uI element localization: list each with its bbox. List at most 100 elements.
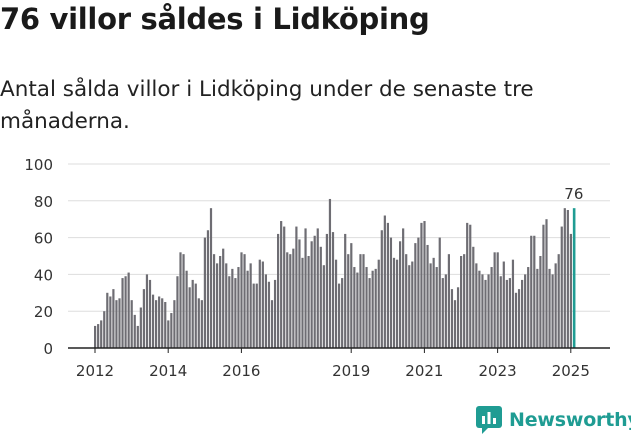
y-tick-label: 0 <box>43 340 53 358</box>
bar <box>493 252 496 348</box>
bar <box>432 257 435 348</box>
x-tick-label: 2019 <box>332 362 370 380</box>
bar <box>94 325 97 348</box>
bar <box>148 279 152 348</box>
bar <box>121 278 124 348</box>
bar <box>179 252 182 348</box>
bar <box>560 226 563 348</box>
bar <box>548 268 551 348</box>
bar <box>530 235 533 348</box>
bar <box>264 274 267 348</box>
bar <box>188 287 191 348</box>
bar <box>536 268 539 348</box>
bar <box>246 270 249 348</box>
bar <box>277 233 280 348</box>
bar <box>255 283 258 348</box>
bar <box>402 228 405 348</box>
x-tick-label: 2025 <box>552 362 590 380</box>
bar <box>130 300 133 348</box>
bar <box>521 279 524 348</box>
bar <box>444 274 447 348</box>
bar <box>97 324 100 348</box>
bar <box>487 274 490 348</box>
brand-name: Newsworthy <box>509 409 631 431</box>
bar <box>231 268 234 348</box>
bar <box>533 235 536 348</box>
bar <box>450 289 454 348</box>
bar <box>527 267 530 348</box>
bar <box>267 281 271 348</box>
bar <box>209 208 213 348</box>
bar <box>441 278 444 348</box>
bar <box>194 283 197 348</box>
bar <box>206 230 210 348</box>
bar <box>112 289 115 348</box>
bar <box>258 259 261 348</box>
bar <box>514 292 518 348</box>
chart-title: 76 villor såldes i Lidköping <box>0 2 430 36</box>
bar <box>478 270 481 348</box>
bar <box>142 289 145 348</box>
bar <box>377 259 380 348</box>
bar <box>362 254 365 348</box>
chart-logo-icon <box>476 406 502 434</box>
bar <box>313 235 316 348</box>
bar <box>185 270 188 348</box>
y-tick-label: 60 <box>34 230 53 248</box>
bar <box>191 279 194 348</box>
bar <box>368 278 371 348</box>
bar <box>490 267 493 348</box>
x-tick-label: 2016 <box>222 362 260 380</box>
bar <box>447 254 450 348</box>
bar <box>463 254 466 348</box>
bar <box>219 256 222 348</box>
bar <box>569 233 572 348</box>
bar <box>115 300 118 348</box>
bar <box>124 276 127 348</box>
bar <box>334 259 338 348</box>
latest-value-label: 76 <box>564 185 583 203</box>
y-tick-label: 40 <box>34 266 53 284</box>
bar <box>502 261 505 348</box>
bar <box>453 300 457 348</box>
bar <box>325 233 328 348</box>
bar <box>109 296 112 348</box>
bar <box>273 279 277 348</box>
bar <box>386 222 389 348</box>
bar <box>341 278 344 348</box>
bar <box>484 279 487 348</box>
bar <box>182 254 185 348</box>
bar <box>237 267 240 348</box>
bar <box>350 243 353 348</box>
bar <box>283 226 286 348</box>
bar <box>197 298 200 348</box>
x-tick-label: 2023 <box>479 362 517 380</box>
bar <box>499 276 502 348</box>
bar <box>270 300 274 348</box>
bar <box>423 221 426 348</box>
bar <box>542 224 545 348</box>
bar <box>524 274 527 348</box>
bar <box>164 302 167 348</box>
x-tick-label: 2012 <box>76 362 114 380</box>
bar <box>151 294 155 348</box>
bar <box>216 263 219 348</box>
y-tick-label: 100 <box>24 156 53 174</box>
bar <box>356 272 359 348</box>
bar <box>176 276 179 348</box>
bar <box>133 314 136 348</box>
bar <box>328 198 332 348</box>
bar <box>417 237 420 348</box>
bar <box>517 289 521 348</box>
chart-subtitle: Antal sålda villor i Lidköping under de … <box>0 77 534 134</box>
bar <box>563 208 566 348</box>
bar <box>411 261 414 348</box>
bar <box>319 246 322 348</box>
bar <box>475 263 478 348</box>
bar <box>127 272 130 348</box>
bar <box>173 300 176 348</box>
bar <box>353 267 356 348</box>
bar <box>347 254 350 348</box>
bar <box>145 274 149 348</box>
bar <box>469 224 472 348</box>
